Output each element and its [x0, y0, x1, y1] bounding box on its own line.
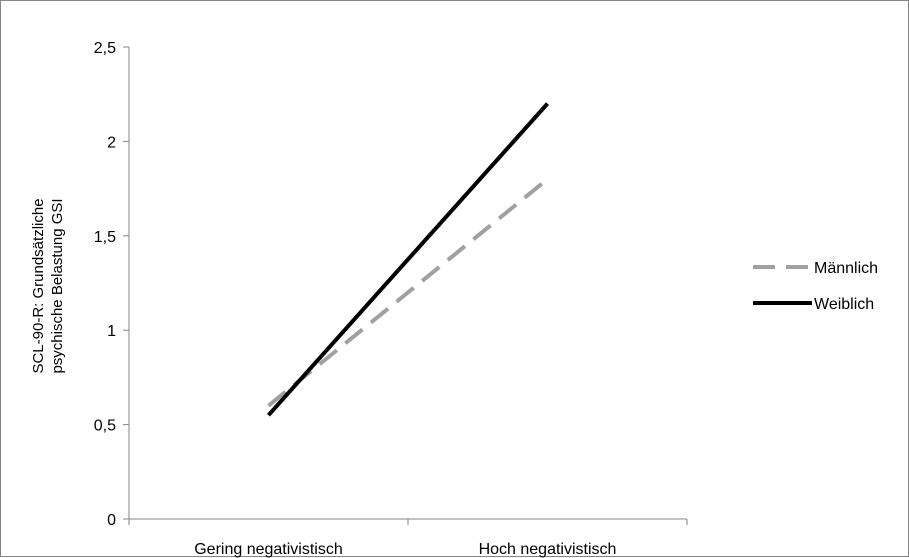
y-tick-label: 2,5 — [94, 40, 116, 57]
legend-label-1: Männlich — [814, 260, 878, 277]
y-axis-title-line-2: psychische Belastung GSI — [49, 198, 66, 373]
y-tick-label: 1 — [107, 323, 116, 340]
series-line-1 — [267, 177, 549, 408]
y-tick-label: 0 — [107, 512, 116, 529]
y-ticks: 0 0,5 1 1,5 2 2,5 — [94, 40, 129, 529]
y-tick-label: 1,5 — [94, 229, 116, 246]
series-lines — [267, 102, 549, 417]
x-tick-label: Hoch negativistisch — [479, 541, 617, 558]
x-ticks: Gering negativistisch Hoch negativistisch — [128, 519, 688, 558]
y-axis-title: SCL-90-R: Grundsätzliche psychische Bela… — [30, 198, 66, 373]
legend: Männlich Weiblich — [753, 260, 878, 313]
axes — [128, 47, 687, 520]
y-tick-label: 2 — [107, 134, 116, 151]
y-axis-title-line-1: SCL-90-R: Grundsätzliche — [30, 198, 47, 373]
legend-label-2: Weiblich — [814, 296, 874, 313]
x-tick-label: Gering negativistisch — [194, 541, 343, 558]
y-tick-label: 0,5 — [94, 418, 116, 435]
series-line-2 — [267, 102, 549, 417]
